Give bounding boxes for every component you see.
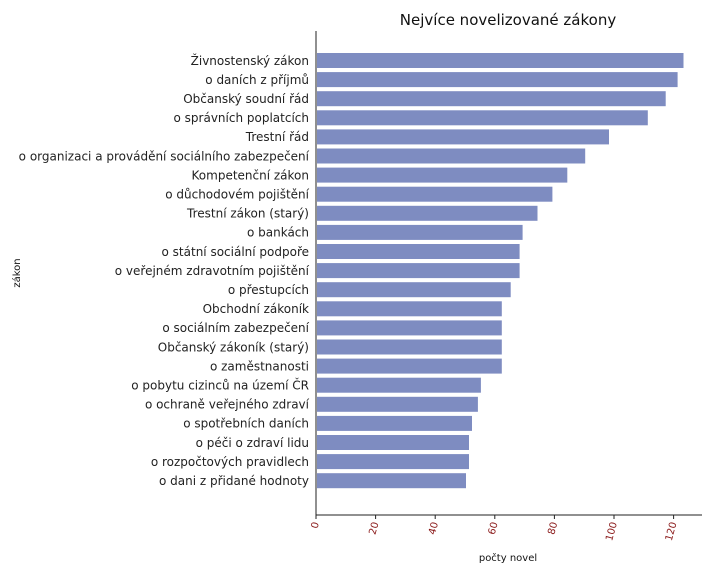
bar [317,473,466,489]
category-label: o dani z přidané hodnoty [159,474,309,488]
bars-group [317,53,684,489]
category-label: o spotřebních daních [183,417,309,431]
bar [317,148,586,164]
x-tick-label: 60 [487,521,501,536]
bar [317,91,666,107]
category-label: Občanský soudní řád [183,92,309,106]
category-label: Trestní zákon (starý) [186,207,309,221]
category-label: o zaměstnanosti [210,359,309,373]
bar [317,377,481,393]
bar [317,320,502,336]
category-label: Trestní řád [245,130,309,144]
category-label: o správních poplatcích [174,111,309,125]
category-label: Občanský zákoník (starý) [158,340,309,354]
x-axis-title: počty novel [479,552,537,564]
bar [317,167,568,183]
bar [317,263,520,279]
category-label: o přestupcích [228,283,309,297]
bar [317,205,538,221]
bar [317,110,648,126]
bar [317,435,469,450]
x-tick-label: 80 [546,521,560,536]
category-label: Živnostenský zákon [191,53,309,68]
x-tick-label: 20 [368,521,382,536]
category-label: o důchodovém pojištění [165,188,309,202]
category-label: o ochraně veřejného zdraví [145,398,310,412]
category-labels-group: Živnostenský zákon o daních z příjmů Občan… [19,53,310,488]
bar [317,358,502,374]
bar [317,396,478,412]
bar [317,301,502,317]
bar [317,224,523,240]
bar [317,186,553,202]
bar [317,244,520,259]
category-label: o rozpočtových pravidlech [151,455,309,469]
category-label: Obchodní zákoník [203,302,309,316]
bar [317,339,502,355]
category-label: o péči o zdraví lidu [196,436,309,450]
x-tick-label: 0 [310,521,322,530]
bar [317,72,678,88]
x-tick-label: 100 [604,521,620,542]
category-label: o daních z příjmů [205,73,309,87]
bar [317,415,472,431]
category-label: o veřejném zdravotním pojištění [115,264,310,278]
bar [317,53,684,68]
bar [317,282,511,298]
category-label: o sociálním zabezpečení [162,321,309,335]
x-tick-label: 120 [664,521,680,542]
category-label: o bankách [247,226,309,240]
x-ticks-group: 0 20 40 60 80 100 120 [310,515,680,542]
x-tick-label: 40 [427,521,441,536]
category-label: Kompetenční zákon [192,168,309,182]
category-label: o státní sociální podpoře [162,245,309,259]
category-label: o pobytu cizinců na území ČR [131,378,309,393]
chart-title: Nejvíce novelizované zákony [400,11,617,29]
bar [317,129,609,145]
category-label: o organizaci a provádění sociálního zabe… [19,149,310,163]
bar [317,454,469,470]
y-axis-title: zákon [11,258,23,287]
